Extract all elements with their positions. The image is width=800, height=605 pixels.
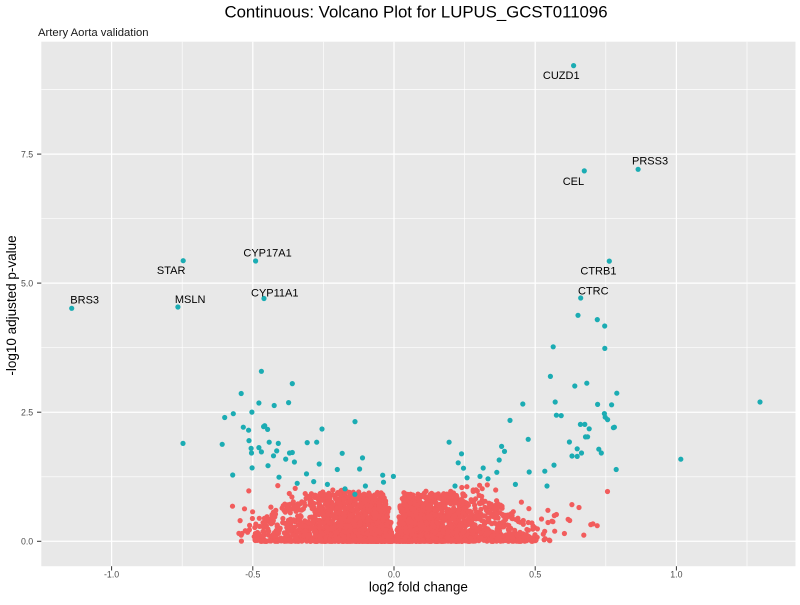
svg-text:BRS3: BRS3 [70, 294, 99, 306]
svg-text:log2 fold change: log2 fold change [369, 580, 468, 595]
svg-text:0.0: 0.0 [388, 570, 400, 580]
svg-text:-0.5: -0.5 [245, 570, 260, 580]
svg-text:CTRB1: CTRB1 [580, 266, 616, 278]
svg-text:STAR: STAR [157, 265, 186, 277]
svg-text:CYP17A1: CYP17A1 [243, 248, 291, 260]
svg-text:CUZD1: CUZD1 [543, 70, 580, 82]
svg-text:2.5: 2.5 [21, 407, 33, 417]
svg-text:-1.0: -1.0 [104, 570, 119, 580]
svg-text:Artery Aorta validation: Artery Aorta validation [38, 27, 149, 39]
svg-text:5.0: 5.0 [21, 278, 33, 288]
svg-text:MSLN: MSLN [175, 294, 206, 306]
svg-text:0.0: 0.0 [21, 537, 33, 547]
svg-text:0.5: 0.5 [529, 570, 541, 580]
svg-text:Continuous: Volcano Plot for L: Continuous: Volcano Plot for LUPUS_GCST0… [224, 3, 607, 22]
svg-text:PRSS3: PRSS3 [632, 155, 668, 167]
svg-text:7.5: 7.5 [21, 149, 33, 159]
svg-text:CYP11A1: CYP11A1 [251, 287, 299, 299]
svg-text:CTRC: CTRC [578, 286, 609, 298]
svg-text:-log10 adjusted p-value: -log10 adjusted p-value [4, 235, 19, 375]
svg-text:1.0: 1.0 [670, 570, 682, 580]
svg-text:CEL: CEL [563, 176, 584, 188]
